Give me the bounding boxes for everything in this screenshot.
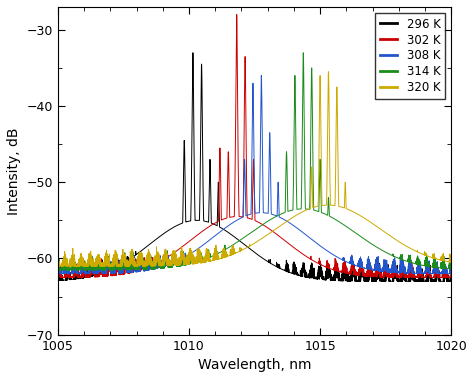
296 K	[75, 276, 81, 280]
Line: 302 K: 302 K	[58, 14, 451, 277]
314 K	[448, 266, 454, 271]
314 K	[55, 266, 61, 271]
Y-axis label: Intensity, dB: Intensity, dB	[7, 127, 21, 215]
302 K	[288, 243, 293, 247]
Line: 296 K: 296 K	[58, 53, 451, 281]
302 K	[346, 272, 352, 276]
X-axis label: Wavelength, nm: Wavelength, nm	[198, 358, 311, 372]
320 K	[75, 264, 81, 268]
320 K	[55, 264, 61, 268]
Legend: 296 K, 302 K, 308 K, 314 K, 320 K: 296 K, 302 K, 308 K, 314 K, 320 K	[375, 13, 445, 99]
320 K	[346, 208, 352, 212]
308 K	[346, 261, 352, 265]
320 K	[326, 69, 331, 74]
314 K	[56, 268, 62, 272]
308 K	[55, 271, 61, 276]
308 K	[448, 271, 454, 276]
320 K	[368, 220, 374, 224]
308 K	[258, 73, 264, 78]
296 K	[346, 276, 352, 280]
314 K	[288, 208, 293, 213]
308 K	[198, 245, 203, 249]
314 K	[198, 254, 203, 258]
320 K	[197, 250, 203, 255]
320 K	[448, 260, 454, 265]
314 K	[305, 207, 310, 211]
302 K	[368, 268, 374, 273]
296 K	[198, 165, 203, 169]
302 K	[305, 255, 310, 260]
314 K	[75, 268, 81, 272]
302 K	[75, 274, 81, 278]
308 K	[75, 271, 81, 276]
320 K	[305, 207, 310, 212]
302 K	[448, 275, 454, 280]
296 K	[55, 273, 61, 278]
314 K	[368, 241, 374, 246]
296 K	[368, 266, 374, 270]
296 K	[448, 279, 454, 283]
296 K	[190, 50, 196, 55]
308 K	[55, 265, 61, 269]
Line: 314 K: 314 K	[58, 53, 451, 270]
Line: 308 K: 308 K	[58, 75, 451, 274]
Line: 320 K: 320 K	[58, 72, 451, 266]
302 K	[55, 271, 61, 276]
320 K	[288, 216, 293, 221]
308 K	[305, 234, 310, 239]
296 K	[288, 271, 293, 275]
314 K	[346, 226, 352, 231]
302 K	[197, 230, 203, 235]
308 K	[368, 267, 374, 272]
296 K	[305, 275, 310, 280]
308 K	[288, 221, 293, 226]
314 K	[301, 50, 306, 55]
302 K	[234, 12, 239, 17]
